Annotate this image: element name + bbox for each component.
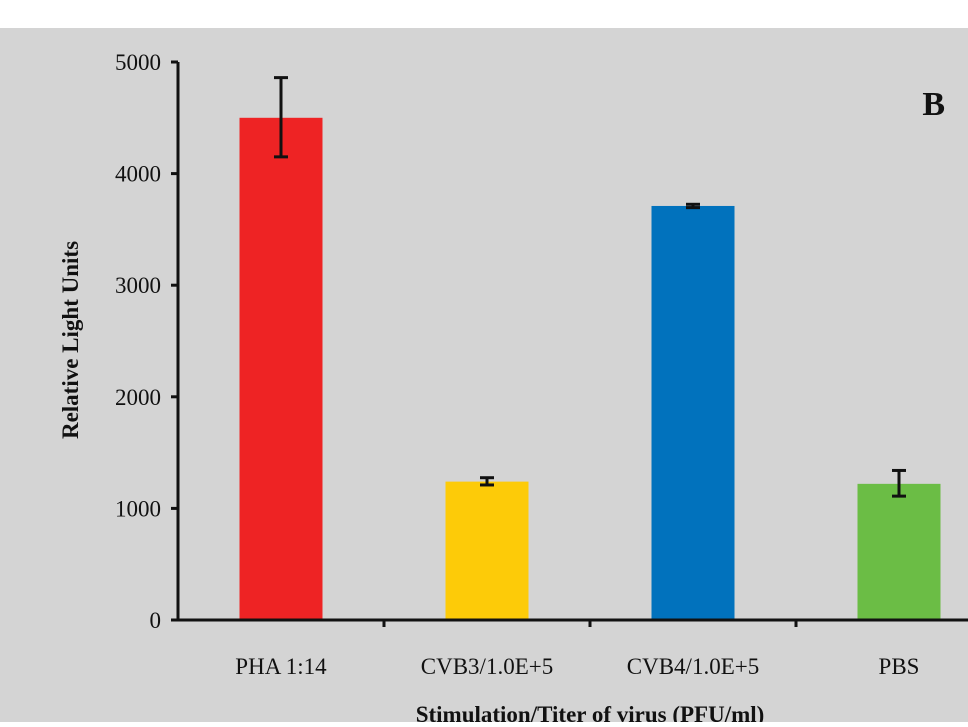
panel-label: B xyxy=(922,86,945,123)
x-tick-label: PBS xyxy=(879,654,920,679)
x-tick-label: CVB4/1.0E+5 xyxy=(627,654,759,679)
y-tick-label: 5000 xyxy=(115,50,161,75)
y-tick-label: 3000 xyxy=(115,273,161,298)
y-axis-title: Relative Light Units xyxy=(58,241,83,439)
y-tick-label: 4000 xyxy=(115,162,161,187)
y-tick-label: 0 xyxy=(150,608,162,633)
bar xyxy=(239,117,323,621)
bar xyxy=(651,205,735,621)
error-bar-group xyxy=(274,76,906,498)
x-axis-title: Stimulation/Titer of virus (PFU/ml) xyxy=(416,702,765,722)
bar xyxy=(857,483,941,620)
y-axis-ticks: 0 1000 2000 3000 4000 5000 xyxy=(115,50,178,633)
x-axis-ticks: PHA 1:14 CVB3/1.0E+5 CVB4/1.0E+5 PBS xyxy=(235,620,920,679)
x-tick-label: PHA 1:14 xyxy=(235,654,327,679)
x-tick-label: CVB3/1.0E+5 xyxy=(421,654,553,679)
y-tick-label: 2000 xyxy=(115,385,161,410)
bar-group xyxy=(239,117,941,621)
bar xyxy=(445,481,529,620)
y-tick-label: 1000 xyxy=(115,496,161,521)
